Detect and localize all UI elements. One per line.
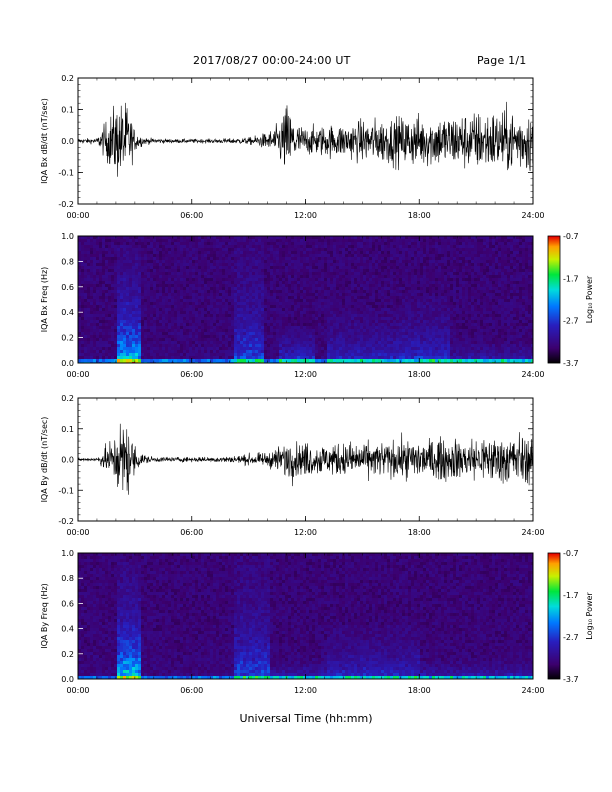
y-tick-label: 0.8 xyxy=(61,574,74,583)
y-tick-label: 0.1 xyxy=(61,106,74,115)
colorbar-label: Log₁₀ Power xyxy=(585,592,594,640)
colorbar-tick-label: -3.7 xyxy=(563,675,579,684)
plot-title: 2017/08/27 00:00-24:00 UT xyxy=(193,54,351,67)
x-tick-label: 12:00 xyxy=(294,686,317,695)
colorbar-tick-label: -3.7 xyxy=(563,359,579,368)
waveform-trace xyxy=(78,101,533,177)
x-axis-title: Universal Time (hh:mm) xyxy=(239,712,373,725)
colorbar-tick-label: -2.7 xyxy=(563,633,579,642)
x-tick-label: 00:00 xyxy=(66,686,89,695)
y-tick-label: 0.2 xyxy=(61,74,74,83)
y-axis-label: IQA Bx Freq (Hz) xyxy=(40,267,49,333)
chart-panel-2: 1.0 0.8 0.6 0.4 0.2 0.0 -0.7 -1.7 -2.7 -3.7 Log₁₀ … xyxy=(40,232,594,379)
y-tick-label: -0.1 xyxy=(58,169,74,178)
y-tick-label: 1.0 xyxy=(61,232,74,241)
y-tick-label: 0.0 xyxy=(61,456,74,465)
y-tick-label: 1.0 xyxy=(61,549,74,558)
x-tick-label: 24:00 xyxy=(521,370,544,379)
chart-panel-4: 1.0 0.8 0.6 0.4 0.2 0.0 -0.7 -1.7 -2.7 -3.7 Log₁₀ … xyxy=(40,549,594,695)
x-tick-label: 24:00 xyxy=(521,211,544,220)
y-tick-label: 0.8 xyxy=(61,257,74,266)
x-tick-label: 06:00 xyxy=(180,370,203,379)
colorbar: -0.7 -1.7 -2.7 -3.7 Log₁₀ Power xyxy=(547,549,594,684)
page-indicator: Page 1/1 xyxy=(477,54,527,67)
y-tick-label: -0.2 xyxy=(58,200,74,209)
colorbar-tick-label: -2.7 xyxy=(563,317,579,326)
y-tick-label: 0.6 xyxy=(61,599,74,608)
y-axis-label: IQA By dB/dt (nT/sec) xyxy=(40,417,49,503)
chart-panel-1: 0.2 0.1 0.0 -0.1 -0.2 00:00 06:00 12:00 18:00 24:… xyxy=(40,74,545,220)
x-tick-label: 18:00 xyxy=(408,686,431,695)
chart-panel-3: 0.2 0.1 0.0 -0.1 -0.2 00:00 06:00 12:00 18:00 24:… xyxy=(40,394,545,537)
x-tick-label: 00:00 xyxy=(66,370,89,379)
colorbar-label: Log₁₀ Power xyxy=(585,275,594,323)
y-axis-label: IQA By Freq (Hz) xyxy=(40,583,49,649)
colorbar-tick-label: -1.7 xyxy=(563,591,579,600)
y-axis-label: IQA Bx dB/dt (nT/sec) xyxy=(40,98,49,184)
spectrogram-cells xyxy=(78,553,533,679)
colorbar-tick-label: -1.7 xyxy=(563,274,579,283)
x-tick-label: 06:00 xyxy=(180,528,203,537)
colorbar-frame xyxy=(547,552,561,680)
y-tick-label: 0.0 xyxy=(61,675,74,684)
spectrogram-cells xyxy=(78,236,533,363)
x-tick-label: 12:00 xyxy=(294,370,317,379)
colorbar-frame xyxy=(547,235,561,364)
y-tick-label: 0.1 xyxy=(61,425,74,434)
x-tick-label: 06:00 xyxy=(180,211,203,220)
x-tick-label: 00:00 xyxy=(66,211,89,220)
y-tick-label: 0.4 xyxy=(61,308,74,317)
y-tick-label: 0.4 xyxy=(61,625,74,634)
y-tick-label: 0.6 xyxy=(61,283,74,292)
x-tick-label: 12:00 xyxy=(294,211,317,220)
waveform-trace xyxy=(78,423,533,495)
x-tick-label: 18:00 xyxy=(408,528,431,537)
x-tick-label: 06:00 xyxy=(180,686,203,695)
x-tick-label: 12:00 xyxy=(294,528,317,537)
y-tick-label: 0.2 xyxy=(61,394,74,403)
y-tick-label: 0.2 xyxy=(61,334,74,343)
y-tick-label: -0.1 xyxy=(58,486,74,495)
y-tick-label: 0.0 xyxy=(61,359,74,368)
x-tick-label: 24:00 xyxy=(521,686,544,695)
x-tick-label: 00:00 xyxy=(66,528,89,537)
y-tick-label: -0.2 xyxy=(58,517,74,526)
y-tick-label: 0.0 xyxy=(61,137,74,146)
x-tick-label: 18:00 xyxy=(408,370,431,379)
colorbar-tick-label: -0.7 xyxy=(563,232,579,241)
y-tick-label: 0.2 xyxy=(61,650,74,659)
colorbar: -0.7 -1.7 -2.7 -3.7 Log₁₀ Power xyxy=(547,232,594,368)
colorbar-tick-label: -0.7 xyxy=(563,549,579,558)
x-tick-label: 18:00 xyxy=(408,211,431,220)
x-tick-label: 24:00 xyxy=(521,528,544,537)
